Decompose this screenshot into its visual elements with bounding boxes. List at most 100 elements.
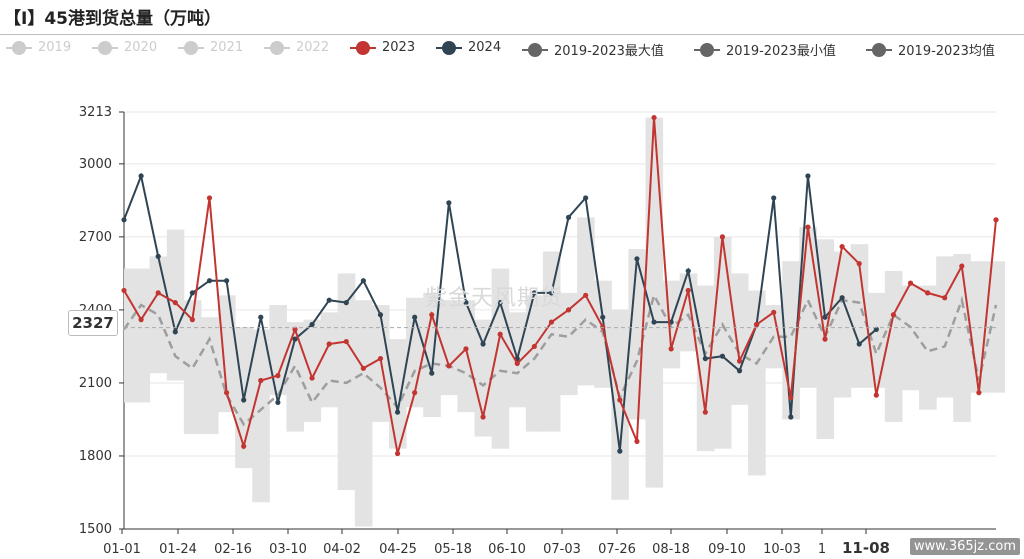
data-point-2023 xyxy=(890,312,897,318)
x-tick-label: 09-10 xyxy=(708,542,746,557)
band-bar xyxy=(987,261,1006,393)
data-point-2023 xyxy=(275,373,281,379)
data-point-2024 xyxy=(377,312,384,318)
data-point-2023 xyxy=(480,414,486,420)
band-bar xyxy=(628,249,646,420)
data-point-2023 xyxy=(736,358,743,364)
legend-dot-icon xyxy=(98,40,112,55)
legend-label: 2019-2023最大值 xyxy=(554,44,664,59)
data-point-2023 xyxy=(873,392,879,398)
data-point-2023 xyxy=(189,317,195,323)
legend-item-2020[interactable]: 2020 xyxy=(92,40,157,55)
data-point-2023 xyxy=(497,331,503,337)
legend-line-icon xyxy=(264,40,290,55)
legend-item-2021[interactable]: 2021 xyxy=(178,40,243,55)
data-point-2024 xyxy=(805,173,811,179)
data-point-2024 xyxy=(172,329,178,335)
legend-dot-icon xyxy=(12,40,26,55)
series-line-2023 xyxy=(123,117,997,454)
data-point-2024 xyxy=(634,256,640,262)
data-point-2024 xyxy=(463,300,469,306)
x-tick-label: 02-16 xyxy=(214,542,252,557)
band-bar xyxy=(389,339,407,449)
x-tick-label: 04-25 xyxy=(379,542,417,557)
data-point-2024 xyxy=(565,214,572,221)
legend-line-icon xyxy=(92,40,118,55)
band-bar xyxy=(833,251,852,398)
data-point-2024 xyxy=(736,368,743,374)
data-point-2023 xyxy=(463,346,469,352)
chart-title: 【I】45港到货总量（万吨） xyxy=(4,9,221,29)
band-bar xyxy=(936,256,954,398)
data-point-2024 xyxy=(531,290,537,296)
band-bar xyxy=(560,292,578,396)
data-point-2023 xyxy=(976,390,982,396)
data-point-2023 xyxy=(959,263,965,269)
data-point-2024 xyxy=(788,414,794,420)
x-tick-label: 01-24 xyxy=(159,542,197,557)
data-point-2023 xyxy=(206,195,213,201)
legend-dot-icon xyxy=(872,42,886,57)
data-point-2024 xyxy=(583,195,589,201)
band-bar xyxy=(901,285,920,391)
legend-label: 2019-2023均值 xyxy=(898,44,995,59)
band-bar xyxy=(252,329,270,503)
data-point-2023 xyxy=(309,375,315,381)
data-point-2024 xyxy=(394,409,401,415)
band-bar xyxy=(132,268,151,403)
legend-dot-icon xyxy=(184,40,198,55)
band-bar xyxy=(577,217,595,386)
data-point-2024 xyxy=(685,268,691,274)
data-point-2023 xyxy=(446,363,452,369)
legend-item-2024[interactable]: 2024 xyxy=(436,40,501,55)
band-bar xyxy=(919,285,937,410)
data-point-2024 xyxy=(548,290,555,296)
legend-item-min[interactable]: 2019-2023最小值 xyxy=(694,40,836,59)
legend-line-icon xyxy=(178,40,204,55)
series-line-avg xyxy=(122,291,998,427)
data-point-2024 xyxy=(412,314,418,320)
legend-line-icon xyxy=(866,42,892,57)
band-bar xyxy=(354,300,373,527)
data-point-2024 xyxy=(702,355,708,362)
band-bar xyxy=(474,319,493,437)
watermark: 紫金天风期货 xyxy=(425,286,564,311)
legend-label: 2019 xyxy=(38,40,72,55)
y-tick-label: 1800 xyxy=(79,449,112,464)
data-point-2023 xyxy=(788,394,794,401)
band-bar xyxy=(525,295,544,432)
legend-item-2022[interactable]: 2022 xyxy=(264,40,329,55)
x-tick-label: 06-10 xyxy=(488,542,526,557)
site-watermark: www.365jz.com xyxy=(910,538,1020,555)
data-point-2023 xyxy=(822,336,828,342)
legend-item-2019[interactable]: 2019 xyxy=(6,40,71,55)
x-tick-label: 01-01 xyxy=(103,542,141,557)
data-point-2023 xyxy=(942,295,948,301)
legend-line-icon xyxy=(6,40,32,55)
band-bar xyxy=(320,312,339,408)
legend-item-max[interactable]: 2019-2023最大值 xyxy=(522,40,664,59)
data-point-2024 xyxy=(600,314,606,320)
legend-label: 2022 xyxy=(296,40,330,55)
band-bar xyxy=(406,297,424,408)
band-bar xyxy=(884,270,903,422)
x-tick-label: 05-18 xyxy=(434,542,472,557)
data-point-2023 xyxy=(754,321,760,328)
data-point-2023 xyxy=(907,280,914,286)
data-point-2023 xyxy=(531,343,537,350)
data-point-2023 xyxy=(702,409,708,415)
legend-item-2023[interactable]: 2023 xyxy=(350,40,415,55)
x-tick-label: 04-02 xyxy=(323,542,361,557)
legend-item-avg[interactable]: 2019-2023均值 xyxy=(866,40,995,59)
data-point-2024 xyxy=(822,314,828,320)
data-point-2023 xyxy=(685,287,691,294)
band-bar xyxy=(611,309,629,500)
band-bar xyxy=(730,273,749,405)
data-point-2023 xyxy=(172,300,178,306)
data-point-2023 xyxy=(548,319,555,325)
x-tick-label: 03-10 xyxy=(269,542,307,557)
data-point-2024 xyxy=(326,297,332,303)
data-point-2023 xyxy=(138,317,144,323)
legend-label: 2020 xyxy=(124,40,158,55)
